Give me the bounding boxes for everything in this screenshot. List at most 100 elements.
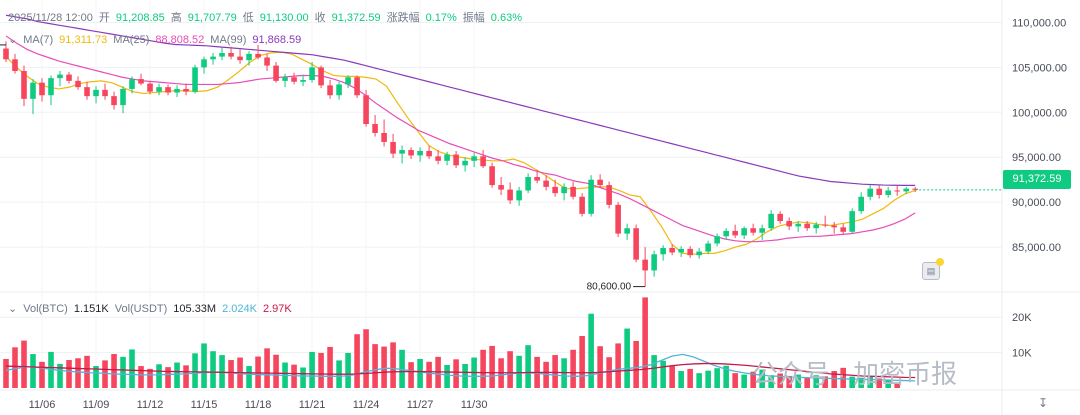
volume-bar: [885, 379, 891, 388]
volume-bar: [768, 375, 774, 388]
volume-bar: [390, 342, 396, 388]
volume-bar: [867, 377, 873, 388]
volume-bar: [399, 349, 405, 388]
price-tick-label: 105,000.00: [1012, 62, 1067, 74]
volume-bar: [444, 365, 450, 388]
candle-body: [489, 166, 495, 186]
volume-bar: [525, 345, 531, 388]
volume-bar: [111, 354, 117, 388]
candle-body: [219, 53, 225, 57]
volume-bar: [507, 351, 513, 388]
price-tick-label: 110,000.00: [1012, 17, 1066, 29]
candle-body: [534, 176, 540, 181]
candle-body: [30, 82, 36, 99]
price-tick-label: 90,000.00: [1012, 197, 1061, 209]
candle-body: [750, 228, 756, 233]
candle-body: [768, 213, 774, 229]
candle-body: [192, 67, 198, 92]
volume-bar: [570, 349, 576, 388]
volume-bar: [417, 358, 423, 388]
volume-bar: [120, 356, 126, 388]
candle-body: [714, 236, 720, 244]
candle-body: [75, 80, 81, 88]
volume-bar: [147, 368, 153, 388]
volume-bar: [642, 297, 648, 388]
candle-body: [183, 88, 189, 92]
candle-body: [147, 83, 153, 92]
candle-body: [453, 154, 459, 166]
candle-body: [309, 67, 315, 80]
candle-body: [57, 74, 63, 79]
ohlc-header: 2025/11/28 12:00 开 91,208.85 高 91,707.79 低 91,…: [8, 12, 522, 24]
collapse-icon[interactable]: ⌄: [8, 303, 18, 315]
volume-bar: [660, 360, 666, 388]
candle-body: [120, 88, 126, 106]
ma-legend[interactable]: ⌄ MA(7) 91,311.73 MA(25) 88,808.52 MA(99) 91,8…: [8, 34, 302, 46]
volume-bar: [102, 360, 108, 388]
volume-bar: [858, 377, 864, 388]
candle-body: [372, 123, 378, 133]
candle-body: [300, 79, 306, 82]
low-marker-label: 80,600.00: [587, 282, 632, 293]
volume-tick-label: 20K: [1012, 312, 1032, 324]
volume-ma1-line: [5, 353, 916, 382]
volume-bar: [453, 359, 459, 388]
axes: 11/06 11/09 11/12 11/15 11/18 11/21 11/24 11/27…: [29, 17, 1067, 411]
volume-bar: [372, 344, 378, 388]
candle-body: [651, 254, 657, 271]
candle-body: [822, 224, 828, 226]
candle-body: [867, 188, 873, 197]
candle-body: [264, 57, 270, 66]
price-tick-label: 85,000.00: [1012, 242, 1061, 254]
volume-bar: [21, 340, 27, 388]
collapse-icon[interactable]: ⌄: [8, 34, 18, 46]
volume-bar: [687, 368, 693, 388]
scroll-to-latest-icon[interactable]: ↧: [1037, 396, 1049, 410]
volume-bar: [408, 362, 414, 388]
candle-body: [705, 243, 711, 252]
volume-bar: [795, 374, 801, 388]
close-value: 91,372.59: [331, 12, 381, 24]
candle-body: [840, 227, 846, 232]
candle-body: [255, 53, 261, 58]
volume-bar: [633, 340, 639, 388]
date-tick-label: 11/27: [407, 399, 434, 411]
volume-bar: [480, 349, 486, 388]
price-tick-label: 100,000.00: [1012, 107, 1067, 119]
volume-legend[interactable]: ⌄ Vol(BTC) 1.151K Vol(USDT) 105.33M 2.024K 2.9…: [8, 303, 292, 315]
candle-body: [417, 150, 423, 156]
date-tick-label: 11/24: [353, 399, 380, 411]
volume-bar: [759, 369, 765, 388]
volume-bar: [183, 365, 189, 388]
candle-body: [3, 48, 9, 60]
high-value: 91,707.79: [187, 12, 237, 24]
candle-body: [777, 213, 783, 222]
candle-body: [507, 189, 513, 201]
volume-bar: [426, 361, 432, 388]
candle-body: [894, 190, 900, 192]
candle-body: [561, 186, 567, 194]
current-price-label: 91,372.59: [1003, 170, 1071, 189]
candle-body: [381, 132, 387, 142]
candle-body: [165, 87, 171, 93]
candles: [3, 41, 918, 287]
ma7-line: [5, 51, 916, 255]
candle-body: [804, 223, 810, 229]
date-tick-label: 11/12: [137, 399, 164, 411]
date-tick-label: 11/06: [29, 399, 56, 411]
volume-bar: [849, 376, 855, 388]
candle-body: [201, 59, 207, 68]
ma25-value: 88,808.52: [155, 34, 205, 46]
volume-bar: [615, 343, 621, 388]
candle-body: [156, 87, 162, 92]
volume-bar: [894, 383, 900, 388]
volume-bar: [597, 346, 603, 388]
volume-bar: [354, 334, 360, 388]
volume-bar: [66, 360, 72, 388]
candle-body: [66, 74, 72, 81]
amplitude-value: 0.63%: [490, 12, 522, 24]
document-icon[interactable]: ▤: [922, 262, 940, 280]
volume-bar: [552, 355, 558, 388]
